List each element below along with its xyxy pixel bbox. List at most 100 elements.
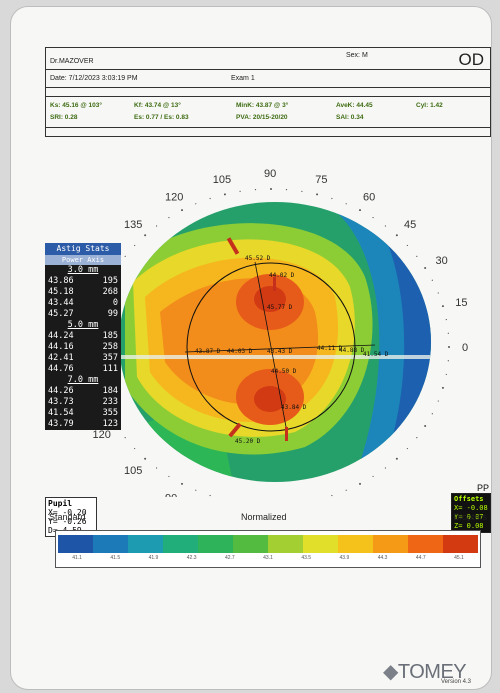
axis-tick [223,193,226,196]
astig-axis: 99 [107,309,118,319]
zone-label: 7.0 mm [67,375,99,385]
axis-line-horizontal [184,344,376,353]
axis-tick [445,318,447,321]
topography-map-area: 45.52 D 44.02 D 45.77 D 43.87 D 44.03 D … [45,147,491,607]
scale-swatch [93,535,128,553]
scale-value: 43.9 [339,555,350,561]
map-value: 43.87 D [195,348,221,355]
zone-label: 5.0 mm [67,320,99,330]
scale-value: 43.5 [301,555,312,561]
logo-mark-icon: ◆ [383,661,398,683]
axis-tick [441,305,444,308]
axis-tick [416,255,418,257]
axis-tick [331,494,333,497]
offsets-z: Z= 0.08 [454,522,484,530]
astig-stats-table: 3.0 mm 43.86 195 45.18 268 43.44 0 45.27 99 5.0 m… [45,265,121,430]
axis-tick [395,234,398,237]
astig-power: 43.79 [48,419,74,429]
scale-value: 41.9 [148,555,159,561]
astig-axis: 185 [102,331,118,341]
exam-number: Exam 1 [231,75,255,82]
scale-value: 43.1 [263,555,273,561]
astig-power: 45.18 [48,287,74,297]
pupil-x: X= -0.20 [48,508,87,517]
axis-label: 120 [165,191,183,203]
astig-stats-panel: Astig Stats Power Axis 3.0 mm 43.86 195 45.… [45,243,121,430]
axis-label: 120 [93,429,111,441]
scale-swatch [58,535,93,553]
axis-tick [431,279,433,281]
axis-label: 60 [363,191,375,203]
axis-tick [144,457,147,460]
axis-tick [155,467,158,469]
pva-value: PVA: 20/15-20/20 [236,114,288,121]
scale-swatch [268,535,303,553]
axis-tick [447,360,449,362]
astig-power: 44.24 [48,331,74,341]
axis-label: 90 [264,168,276,180]
axis-tick [406,244,408,247]
axis-tick [239,190,241,193]
topography-map: 45.52 D 44.02 D 45.77 D 43.87 D 44.03 D … [66,168,468,497]
astig-power: 44.16 [48,342,74,352]
axis-tick [372,475,374,478]
exam-date: Date: 7/12/2023 3:03:19 PM [50,75,138,82]
axis-tick [447,332,449,334]
astig-axis: 184 [102,386,118,396]
axis-tick [301,190,303,193]
axis-label: 105 [124,465,142,477]
offsets-box: Offsets X= -0.08 Y= 0.07 Z= 0.08 [451,493,491,533]
axis-tick [124,255,126,257]
scale-value: 44.3 [377,555,388,561]
scale-swatch [373,535,408,553]
axis-tick [124,437,126,439]
map-value: 41.54 D [363,351,389,358]
scale-mode: Normalized [241,512,287,522]
keratometry-row: Ks: 45.16 @ 103° Kf: 43.74 @ 13° MinK: 4… [46,96,490,128]
astig-axis: 268 [102,287,118,297]
axis-tick [316,193,319,196]
axis-label: 45 [404,219,416,231]
scale-swatch [408,535,443,553]
mink-value: MinK: 43.87 @ 3° [236,102,289,109]
astig-power: 41.54 [48,408,74,418]
axis-line [254,261,288,433]
axis-label: 0 [462,342,468,354]
color-scale: 41.1 41.5 41.9 42.3 42.7 43.1 43.5 43.9 44.3 44.7… [55,530,481,568]
axis-tick [431,413,433,415]
axis-tick [395,457,398,460]
map-value: 45.20 D [235,438,261,445]
astig-axis: 123 [102,419,118,429]
astig-power: 43.44 [48,298,74,308]
axis-label: 30 [435,255,447,267]
axis-label: 75 [315,174,327,186]
offsets-title: Offsets [454,495,484,503]
axis-tick [359,209,361,212]
map-value: 43.43 D [267,348,293,355]
offsets-x: X= -0.08 [454,504,488,512]
pupil-y: Y= -0.26 [48,517,87,526]
marker [273,277,276,291]
astig-axis: 233 [102,397,118,407]
axis-tick [285,189,288,191]
map-value: 44.03 D [227,348,253,355]
axis-tick [384,467,387,469]
analysis-circle [186,262,356,432]
scale-value: 44.7 [415,555,426,561]
axis-tick [448,346,450,348]
map-value: 45.52 D [245,255,271,262]
scale-swatch [233,535,268,553]
scale-swatch [198,535,233,553]
scale-value: 41.1 [72,555,82,561]
astig-power: 42.41 [48,353,74,363]
axis-label: 15 [455,297,467,309]
scale-swatch [163,535,198,553]
astig-power: 44.26 [48,386,74,396]
scale-swatch [338,535,373,553]
scale-value: 41.5 [110,555,121,561]
axis-tick [168,216,170,219]
axis-tick [209,197,211,200]
pp-label: PP [476,483,489,493]
astig-axis: 258 [102,342,118,352]
axis-tick [209,494,211,497]
